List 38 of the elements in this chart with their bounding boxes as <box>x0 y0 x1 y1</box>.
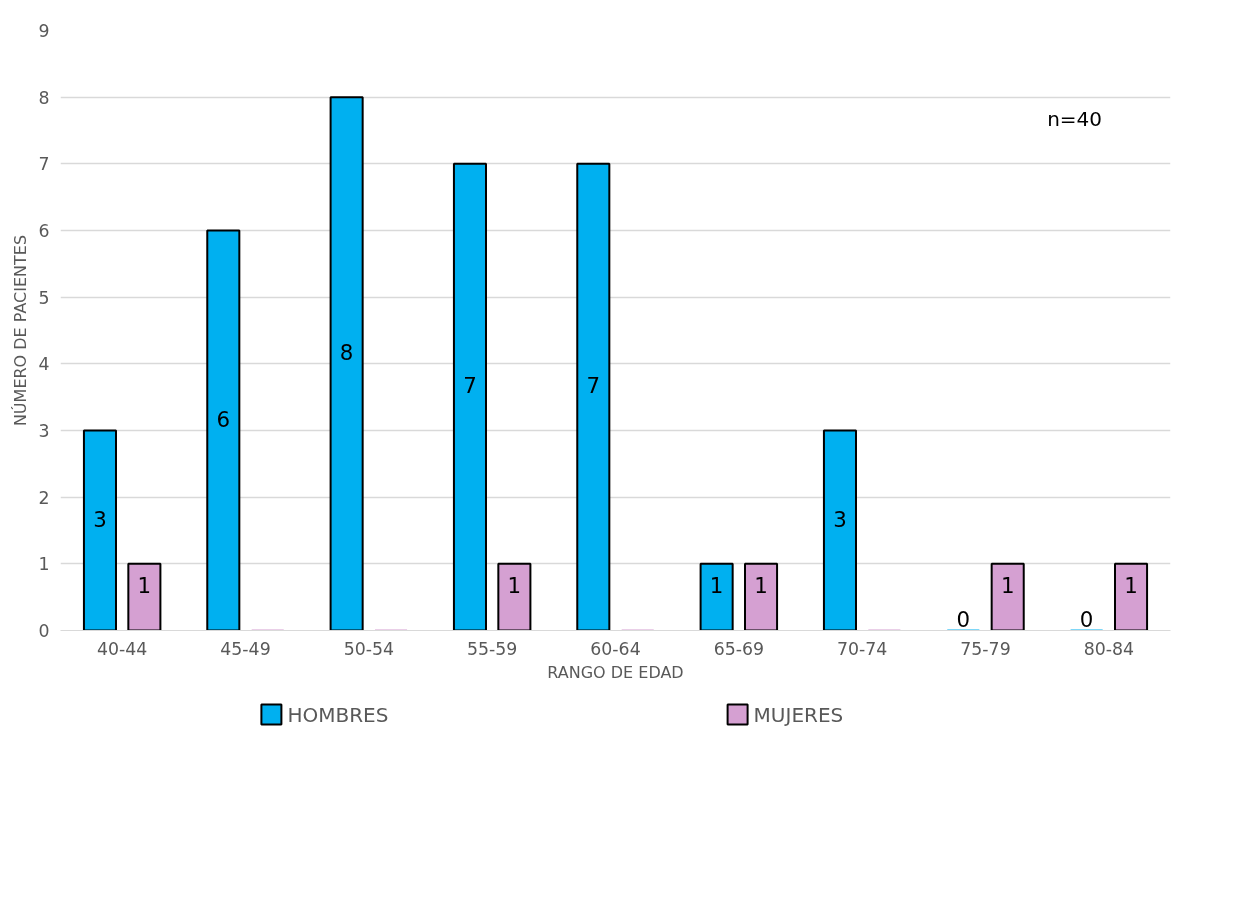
x-tick-label: 60-64 <box>590 638 641 659</box>
y-tick-label: 1 <box>38 554 50 575</box>
annotation: n=40 <box>1047 106 1103 131</box>
data-label: 8 <box>339 339 354 365</box>
data-label: 1 <box>1000 573 1015 599</box>
data-label: 0 <box>1079 606 1094 632</box>
x-tick-label: 70-74 <box>836 638 888 659</box>
data-label: 1 <box>507 573 522 599</box>
data-label: 1 <box>137 573 152 599</box>
data-label: 6 <box>216 406 231 432</box>
x-tick-label: 65-69 <box>713 638 765 659</box>
x-tick-label: 55-59 <box>466 638 518 659</box>
legend-label: MUJERES <box>753 702 844 727</box>
data-label: 1 <box>709 573 724 599</box>
y-tick-label: 5 <box>38 287 50 308</box>
y-tick-label: 9 <box>38 21 50 41</box>
legend-label: HOMBRES <box>287 702 389 727</box>
x-tick-label: 80-84 <box>1083 638 1135 659</box>
y-tick-label: 8 <box>38 87 50 108</box>
x-axis-title: RANGO DE EDAD <box>547 662 684 682</box>
y-axis-title: NÚMERO DE PACIENTES <box>11 234 31 427</box>
y-tick-label: 2 <box>38 487 50 508</box>
data-label: 7 <box>463 373 477 399</box>
y-tick-label: 4 <box>38 354 50 375</box>
y-tick-label: 6 <box>38 221 50 241</box>
data-label: 0 <box>956 606 971 632</box>
data-label: 1 <box>754 573 768 599</box>
data-label: 3 <box>93 506 107 532</box>
y-tick-label: 7 <box>38 154 50 175</box>
x-tick-label: 50-54 <box>343 638 395 659</box>
x-tick-label: 45-49 <box>220 638 271 659</box>
data-label: 7 <box>586 373 601 399</box>
y-tick-label: 0 <box>38 621 50 641</box>
y-tick-label: 3 <box>38 421 50 441</box>
x-tick-label: 40-44 <box>96 638 148 659</box>
x-tick-label: 75-79 <box>960 638 1011 659</box>
data-label: 3 <box>833 506 847 532</box>
data-label: 1 <box>1124 573 1138 599</box>
